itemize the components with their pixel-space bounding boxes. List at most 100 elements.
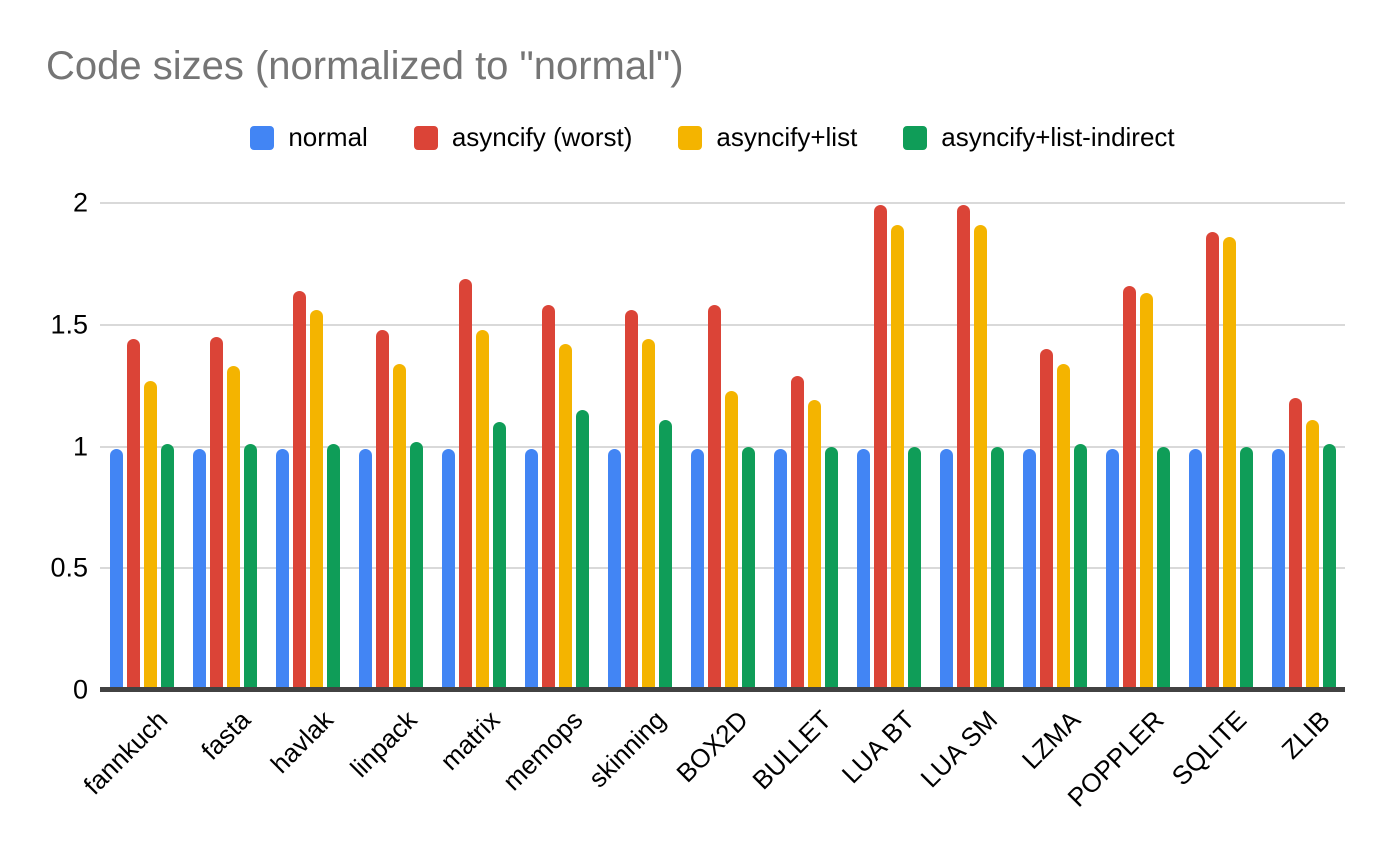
bar	[409, 441, 423, 690]
bar	[1139, 293, 1153, 690]
x-axis-label: LUA BT	[835, 704, 921, 790]
bar	[575, 409, 589, 690]
legend-label: asyncify+list	[716, 122, 858, 152]
x-axis-label: LZMA	[1016, 704, 1087, 775]
bar	[956, 205, 970, 690]
legend-item: asyncify+list	[678, 122, 857, 153]
bar-groups: fannkuch fasta havlak linpack matrix memops sk…	[77, 203, 1345, 813]
x-axis-label: BULLET	[746, 704, 838, 796]
bar	[607, 448, 621, 690]
bar-group: fannkuch	[77, 203, 183, 800]
y-tick-label: 2	[72, 187, 88, 218]
bar	[1288, 397, 1302, 690]
bar	[658, 419, 672, 690]
bar	[1105, 448, 1119, 690]
bar	[939, 448, 953, 690]
chart-title: Code sizes (normalized to "normal")	[46, 44, 684, 88]
bar	[773, 448, 787, 690]
bar	[1039, 349, 1053, 690]
bar	[873, 205, 887, 690]
bar-group: SQLITE	[1166, 203, 1262, 791]
bar	[524, 448, 538, 690]
bar	[109, 448, 123, 690]
bar	[973, 224, 987, 690]
bar-group: fasta	[183, 203, 266, 766]
bar	[475, 329, 489, 690]
bar-group: havlak	[265, 203, 349, 779]
bar	[441, 448, 455, 690]
bar	[192, 448, 206, 690]
grid-line	[100, 323, 1345, 326]
bar	[458, 278, 472, 690]
legend-label: asyncify (worst)	[451, 122, 633, 152]
bar	[358, 448, 372, 690]
bar	[856, 448, 870, 690]
bar-group: matrix	[432, 203, 515, 776]
grid-line	[100, 202, 1345, 204]
bar-group: LUA SM	[915, 203, 1013, 793]
x-axis-label: linpack	[343, 704, 423, 784]
bar	[143, 380, 157, 690]
x-axis-label: fannkuch	[77, 704, 174, 801]
bar	[790, 375, 804, 690]
x-axis-label: matrix	[434, 704, 506, 776]
bar-group: linpack	[344, 203, 432, 783]
bar	[226, 366, 240, 690]
bar	[492, 422, 506, 690]
bar	[1156, 446, 1170, 690]
legend-label: asyncify+list-indirect	[941, 122, 1175, 152]
bar-group: memops	[497, 203, 598, 796]
x-axis-label: ZLIB	[1275, 704, 1336, 765]
bar	[558, 344, 572, 690]
legend-item: asyncify+list-indirect	[903, 122, 1175, 153]
x-axis-label: BOX2D	[670, 704, 755, 789]
bar	[126, 339, 140, 690]
bar	[275, 448, 289, 690]
bar	[1188, 448, 1202, 690]
y-tick-label: 0.5	[50, 552, 88, 583]
bar-group: BULLET	[747, 203, 847, 795]
plot-area: fannkuch fasta havlak linpack matrix memops sk…	[77, 202, 1345, 813]
bar	[1122, 285, 1136, 690]
y-tick-label: 1	[72, 431, 88, 461]
bar	[209, 336, 223, 690]
legend-item: asyncify (worst)	[413, 122, 633, 153]
bar-group: POPPLER	[1061, 203, 1179, 813]
bar	[375, 329, 389, 690]
bar	[243, 444, 257, 690]
x-axis-line	[100, 687, 1345, 692]
bar	[309, 310, 323, 690]
y-tick-label: 0	[72, 674, 88, 705]
legend: normal asyncify (worst) asyncify+list async…	[80, 122, 1345, 153]
bar	[807, 400, 821, 690]
x-axis-label: fasta	[195, 704, 257, 766]
bar	[741, 446, 755, 690]
bar	[990, 446, 1004, 690]
x-axis-label: SQLITE	[1165, 704, 1253, 792]
bar	[1305, 419, 1319, 690]
bar	[1073, 444, 1087, 690]
bar	[292, 290, 306, 690]
bar	[1205, 232, 1219, 690]
bar	[1239, 446, 1253, 690]
x-axis-label: LUA SM	[914, 704, 1004, 794]
bar	[1271, 448, 1285, 690]
bar	[1022, 448, 1036, 690]
bar-group: ZLIB	[1262, 203, 1345, 765]
bar	[890, 224, 904, 690]
bar	[641, 339, 655, 690]
bar	[907, 446, 921, 690]
bar	[724, 390, 738, 690]
grid-line	[100, 445, 1345, 448]
bar-group: skinning	[583, 203, 681, 793]
y-tick-label: 1.5	[50, 309, 88, 340]
x-axis-label: havlak	[264, 704, 340, 779]
bar	[326, 444, 340, 690]
bar-group: BOX2D	[671, 203, 764, 788]
y-axis: 0 0.5 1 1.5 2	[0, 189, 88, 703]
legend-swatch	[678, 125, 703, 150]
bar-group: LUA BT	[836, 203, 930, 789]
legend-swatch	[413, 125, 438, 150]
grid-line	[100, 567, 1345, 570]
legend-swatch	[250, 125, 275, 150]
